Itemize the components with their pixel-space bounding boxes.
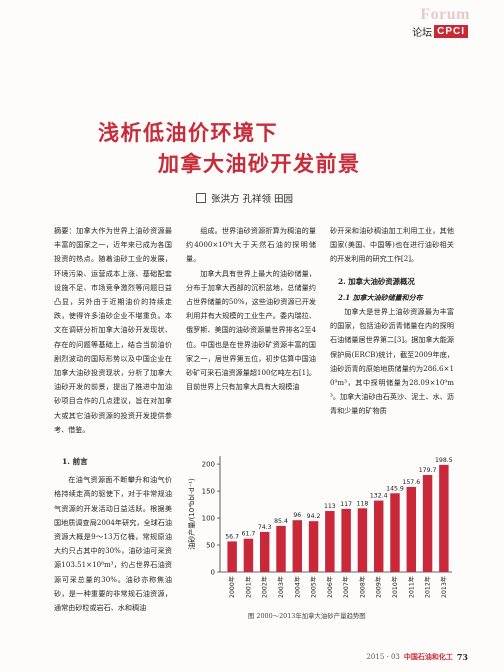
journal-name: 中国石油和化工 xyxy=(403,652,453,661)
x-tick-label: 2011年 xyxy=(407,576,415,598)
bar xyxy=(422,475,433,572)
paragraph: 组成。世界油砂资源折算为稠油的量约4000×10⁸t大于天然石油的探明储量。 xyxy=(186,226,316,264)
text-column-2: 组成。世界油砂资源折算为稠油的量约4000×10⁸t大于天然石油的探明储量。 加… xyxy=(186,224,316,394)
data-label: 61.7 xyxy=(242,531,256,538)
x-tick-label: 2008年 xyxy=(358,576,366,598)
production-bar-chart: 0 50 100 150 200 油砂产量/(10⁴bbl·d⁻¹) 56.7 2000年 61… xyxy=(187,456,453,598)
data-label: 74.3 xyxy=(258,524,272,531)
data-label: 132.4 xyxy=(370,493,388,500)
x-tick-label: 2005年 xyxy=(310,576,318,598)
x-tick-label: 2002年 xyxy=(261,576,269,598)
abstract: 摘要：加拿大作为世界上油砂资源最丰富的国家之一，近年来已成为各国投资的热点。随着… xyxy=(54,226,172,434)
section-heading-intro: 1. 前言 xyxy=(62,457,88,467)
bar xyxy=(341,508,351,572)
data-label: 56.7 xyxy=(225,533,239,540)
bar xyxy=(243,538,254,572)
bar xyxy=(259,531,270,572)
issue-number: 2015 · 03 xyxy=(366,653,400,661)
text-column-1: 摘要：加拿大作为世界上油砂资源最丰富的国家之一，近年来已成为各国投资的热点。随着… xyxy=(54,224,172,615)
x-tick-label: 2012年 xyxy=(424,576,432,598)
x-tick-label: 2004年 xyxy=(293,576,301,598)
bar xyxy=(276,525,286,572)
paragraph: 加拿大是世界上油砂资源最为丰富的国家，包括油砂沥青储量在内的探明石油储量居世界第… xyxy=(330,307,454,416)
cpci-badge: CPCI xyxy=(434,25,468,38)
page-footer: 2015 · 03 中国石油和化工 73 xyxy=(366,652,468,662)
data-label: 157.6 xyxy=(402,479,420,486)
bar xyxy=(406,486,417,572)
bar xyxy=(227,541,237,572)
data-label: 113 xyxy=(324,503,336,510)
y-tick-label: 150 xyxy=(202,488,215,496)
bar xyxy=(292,520,303,572)
paragraph: 砂开采和油砂稠油加工利用工业，其他国家(美国、中国等)也在进行油砂相关的开发利用… xyxy=(330,226,454,264)
x-tick-label: 2009年 xyxy=(375,576,383,598)
data-label: 96 xyxy=(293,512,301,519)
author-byline: 张洪方 孔祥领 田园 xyxy=(196,191,293,205)
data-label: 118 xyxy=(357,500,369,507)
paragraph: 加拿大具有世界上最大的油砂储量，分布于加拿大西部的沉积盆地，总储量约占世界储量的… xyxy=(186,268,316,392)
data-label: 117 xyxy=(340,501,352,508)
bar xyxy=(373,500,384,572)
data-label: 198.5 xyxy=(435,457,453,464)
x-tick-label: 2001年 xyxy=(244,576,252,598)
section-label: 论坛 xyxy=(412,28,433,39)
x-tick-label: 2006年 xyxy=(326,576,334,598)
data-label: 85.4 xyxy=(274,518,288,525)
bar xyxy=(390,493,400,572)
author-square-icon xyxy=(196,193,206,203)
x-tick-label: 2010年 xyxy=(391,576,399,598)
text-column-3: 砂开采和油砂稠油加工利用工业，其他国家(美国、中国等)也在进行油砂相关的开发利用… xyxy=(330,224,454,419)
intro-paragraph: 在油气资源面不断攀升和油气价格持续走高的驱使下，对于非常规油气资源的开发活动日益… xyxy=(54,475,172,613)
forum-wordmark: Forum xyxy=(420,6,470,23)
chart-caption: 图 2000～2013年加拿大油砂产量趋势图 xyxy=(248,612,366,620)
section-header: 论坛 CPCI xyxy=(412,24,468,39)
x-tick-label: 2000年 xyxy=(228,576,236,598)
subsection-heading-2-1: 2.1 加拿大油砂储量和分布 xyxy=(338,292,423,302)
data-label: 179.7 xyxy=(419,467,437,474)
page-number: 73 xyxy=(456,652,468,662)
bar xyxy=(325,511,335,572)
y-tick-label: 50 xyxy=(206,542,215,550)
x-tick-label: 2013年 xyxy=(440,576,448,598)
data-label: 94.2 xyxy=(307,513,321,520)
bar xyxy=(357,508,368,572)
bar xyxy=(439,464,449,572)
bar xyxy=(308,521,319,572)
y-tick-label: 0 xyxy=(211,569,215,577)
x-tick-label: 2003年 xyxy=(277,576,285,598)
section-heading-2: 2. 加拿大油砂资源概况 xyxy=(338,276,415,286)
y-tick-label: 100 xyxy=(202,515,215,523)
data-label: 145.9 xyxy=(386,485,404,492)
y-axis-label: 油砂产量/(10⁴bbl·d⁻¹) xyxy=(187,478,196,550)
author-names: 张洪方 孔祥领 田园 xyxy=(211,194,294,205)
article-title-line-1: 浅析低油价环境下 xyxy=(98,120,278,145)
x-tick-label: 2007年 xyxy=(342,576,350,598)
y-tick-label: 200 xyxy=(202,461,215,469)
article-title-line-2: 加拿大油砂开发前景 xyxy=(158,151,361,176)
